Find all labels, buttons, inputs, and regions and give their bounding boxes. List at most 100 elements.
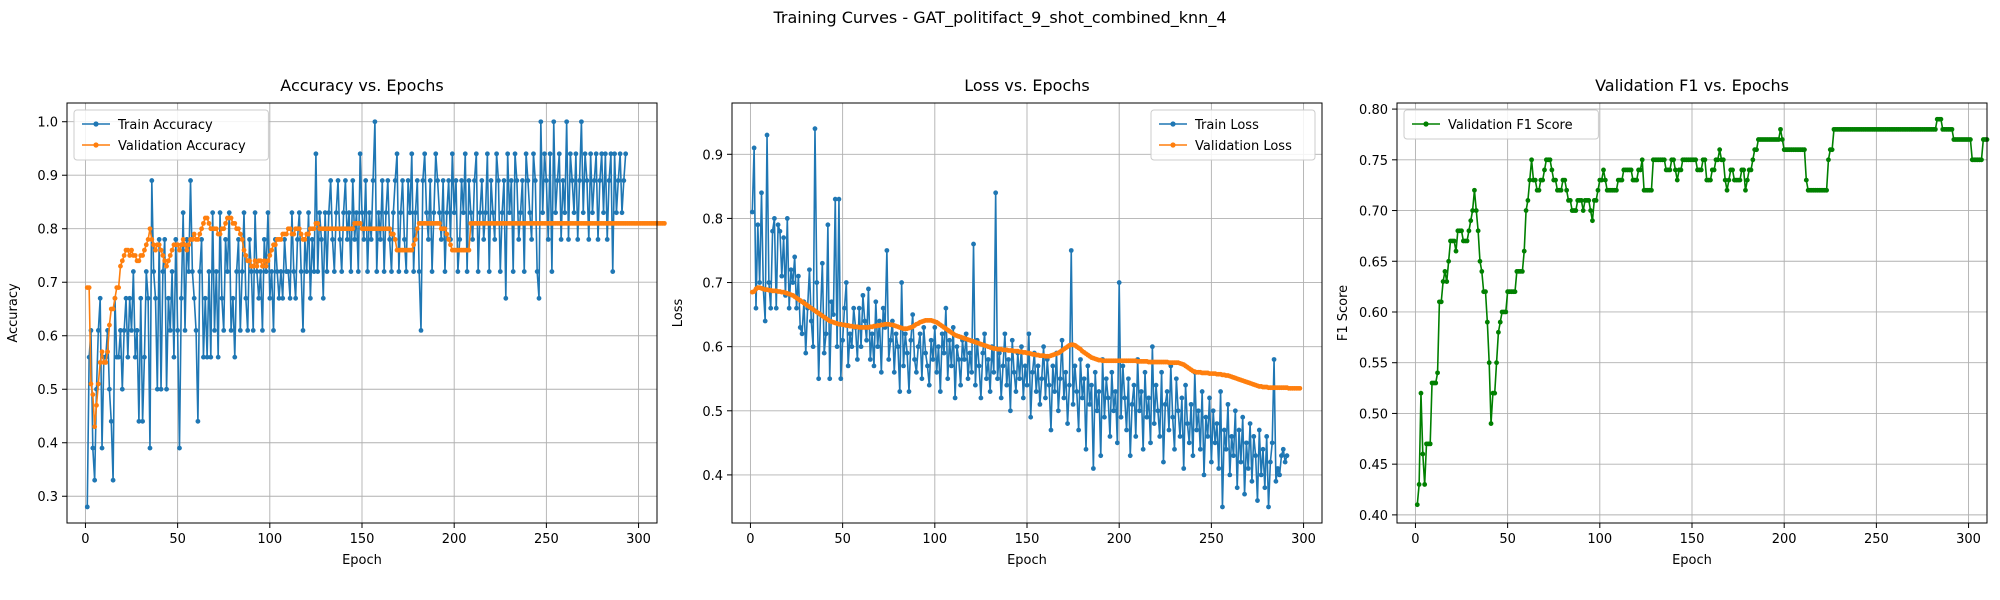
data-point (151, 269, 157, 274)
data-point (1013, 389, 1019, 394)
data-point (355, 269, 361, 274)
legend-marker (93, 121, 99, 127)
y-tick-label: 0.6 (702, 341, 723, 356)
data-point (871, 363, 877, 369)
data-point (507, 210, 512, 216)
series-markers-1 (749, 126, 1290, 510)
data-point (614, 210, 619, 216)
data-point (1201, 472, 1207, 478)
x-tick-label: 300 (1956, 532, 1981, 547)
data-point (328, 178, 334, 183)
data-point (1164, 389, 1170, 394)
data-point (258, 269, 263, 274)
data-point (549, 269, 555, 274)
data-point (580, 210, 586, 216)
data-point (261, 237, 267, 242)
data-point (230, 295, 236, 301)
data-point (154, 386, 160, 392)
series-markers-1 (1414, 116, 1990, 508)
data-point (99, 349, 105, 355)
data-point (1440, 279, 1446, 284)
data-point (1094, 408, 1100, 414)
data-point (588, 151, 594, 157)
data-point (306, 210, 311, 216)
data-point (223, 220, 228, 226)
data-point (884, 248, 890, 253)
data-point (442, 269, 448, 274)
data-point (1188, 401, 1194, 407)
data-point (239, 237, 245, 242)
data-point (1022, 363, 1028, 369)
data-point (129, 247, 134, 253)
data-point (260, 263, 265, 269)
data-point (143, 269, 149, 274)
data-point (433, 151, 439, 157)
data-point (1519, 269, 1525, 274)
data-point (1076, 427, 1082, 433)
y-axis-label: Accuracy (6, 283, 21, 343)
data-point (300, 327, 306, 333)
data-point (267, 253, 273, 258)
data-point (1279, 453, 1284, 459)
data-point (867, 357, 873, 362)
data-point (1210, 408, 1216, 414)
data-point (794, 305, 799, 311)
data-point (1216, 466, 1222, 471)
data-point (390, 231, 396, 237)
data-point (263, 263, 269, 269)
data-point (237, 231, 243, 237)
y-tick-label: 0.75 (1359, 154, 1388, 169)
data-point (119, 386, 125, 392)
data-point (538, 119, 544, 125)
data-point (497, 269, 503, 274)
data-point (339, 269, 345, 274)
data-point (520, 178, 525, 183)
data-point (296, 210, 302, 216)
data-point (392, 178, 398, 183)
data-point (188, 178, 193, 183)
data-point (1414, 502, 1420, 508)
data-point (1258, 472, 1264, 478)
data-point (140, 418, 145, 424)
x-tick-label: 150 (1680, 532, 1705, 547)
data-point (1433, 380, 1439, 386)
data-point (995, 376, 1000, 382)
data-point (234, 269, 240, 274)
data-point (250, 327, 256, 333)
data-point (166, 258, 171, 264)
data-point (890, 318, 895, 324)
data-point (1578, 197, 1584, 203)
data-point (304, 269, 310, 274)
data-point (1197, 446, 1203, 452)
data-point (810, 344, 816, 350)
data-point (1297, 385, 1303, 391)
x-tick-label: 50 (834, 532, 851, 547)
data-point (171, 354, 177, 360)
data-point (775, 222, 781, 228)
data-point (586, 237, 592, 242)
legend-label: Validation F1 Score (1448, 118, 1573, 133)
data-point (1260, 446, 1266, 452)
data-point (1532, 177, 1538, 183)
data-point (912, 357, 917, 362)
data-point (1275, 466, 1281, 471)
data-point (1979, 157, 1984, 163)
data-point (261, 258, 267, 264)
x-tick-label: 100 (1587, 532, 1612, 547)
data-point (604, 237, 610, 242)
data-point (298, 231, 304, 237)
data-point (906, 389, 912, 394)
data-point (90, 445, 96, 451)
data-point (1525, 197, 1531, 203)
data-point (1229, 434, 1235, 439)
data-point (105, 349, 110, 355)
data-point (1637, 167, 1643, 173)
data-point (276, 295, 282, 301)
data-point (788, 267, 794, 273)
data-point (365, 269, 370, 274)
data-point (385, 178, 391, 183)
data-point (897, 389, 903, 394)
data-point (158, 386, 164, 392)
data-point (991, 369, 997, 375)
data-point (1271, 357, 1277, 362)
